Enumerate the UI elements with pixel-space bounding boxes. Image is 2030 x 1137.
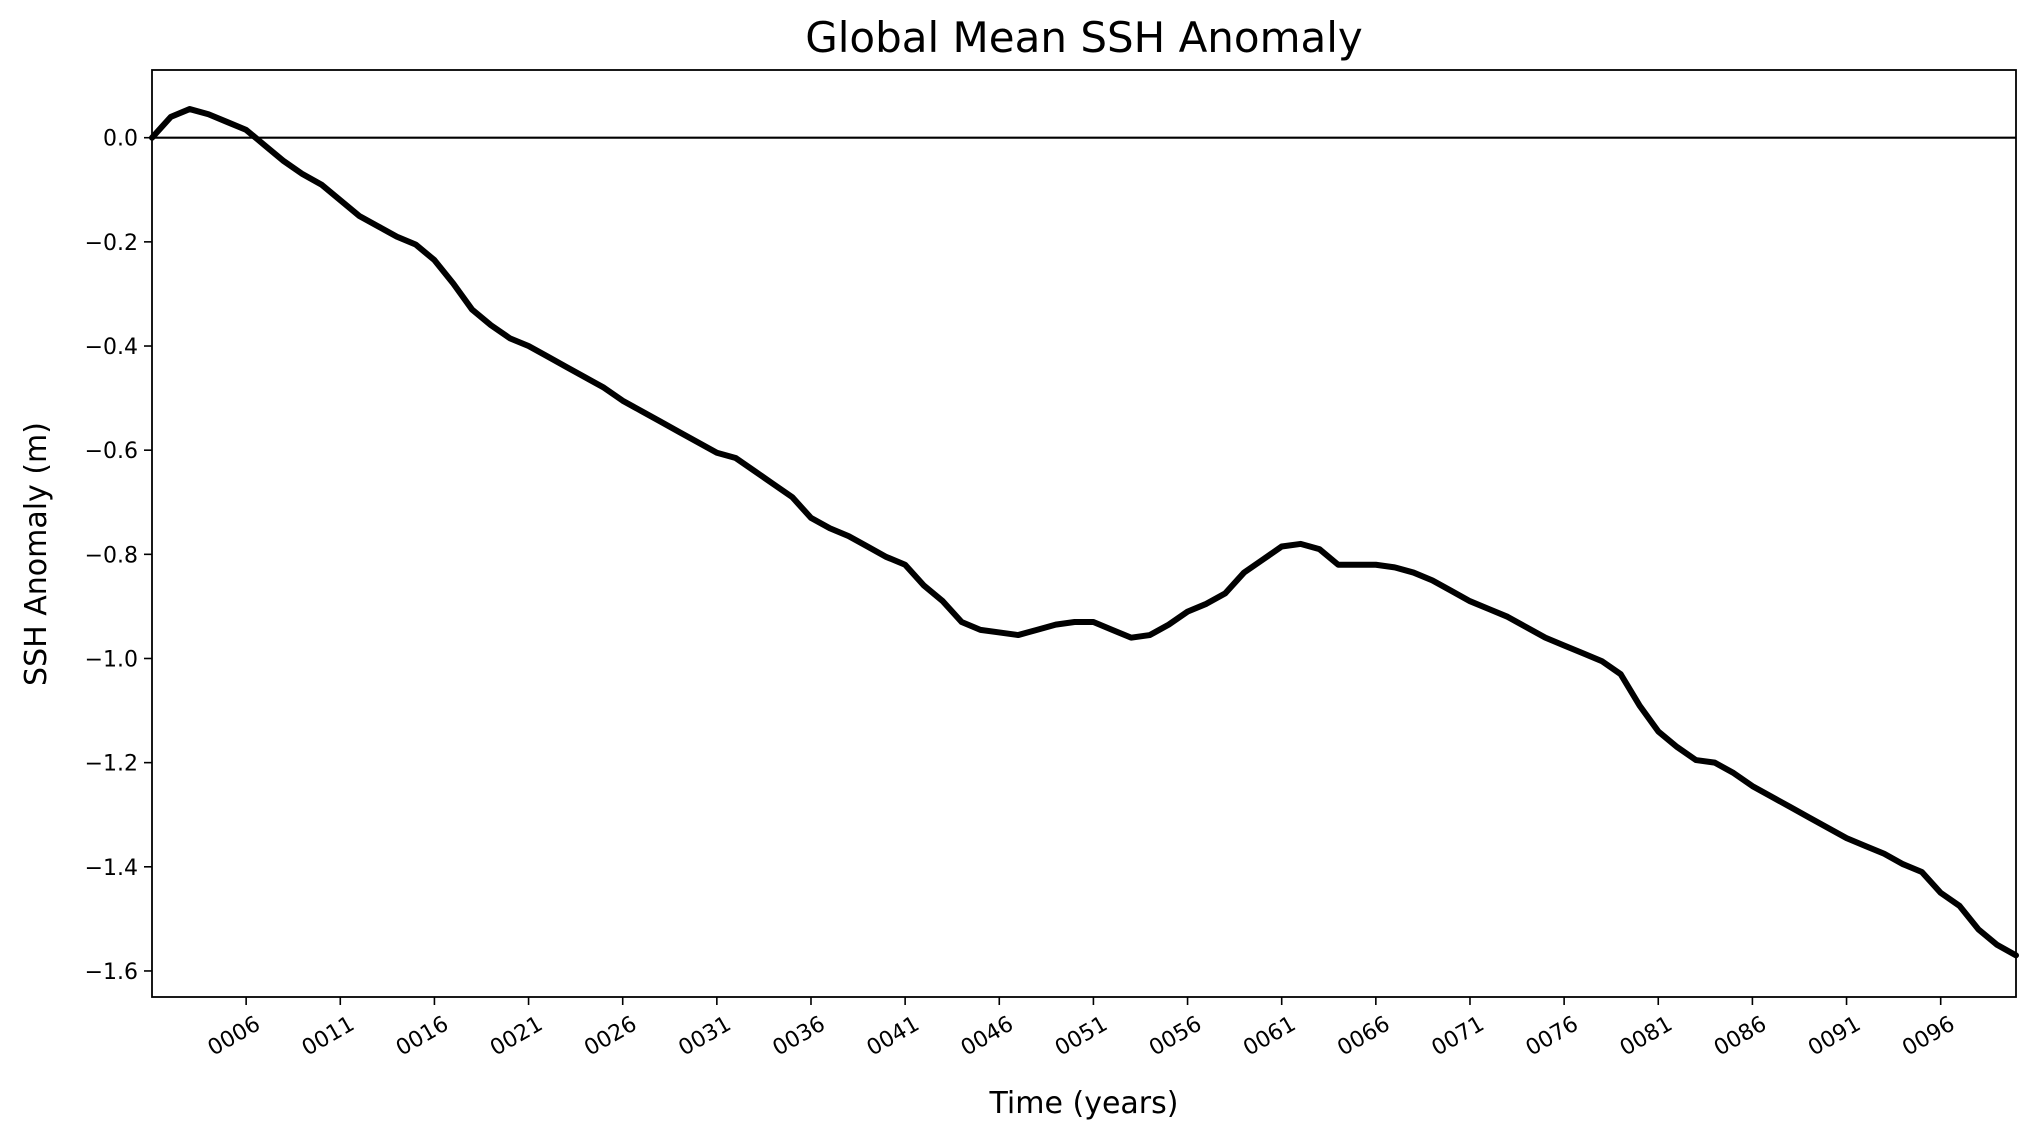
- y-tick-label: −1.2: [85, 752, 138, 777]
- y-tick-label: −0.2: [85, 231, 138, 256]
- y-axis-label: SSH Anomaly (m): [19, 422, 54, 686]
- y-tick-label: −0.8: [85, 543, 138, 568]
- chart-title: Global Mean SSH Anomaly: [805, 13, 1363, 62]
- y-tick-label: −1.0: [85, 647, 138, 672]
- x-axis-label: Time (years): [989, 1086, 1179, 1121]
- y-tick-label: −1.4: [85, 856, 138, 881]
- y-tick-label: 0.0: [103, 127, 138, 152]
- y-tick-label: −0.4: [85, 335, 138, 360]
- y-tick-label: −0.6: [85, 439, 138, 464]
- y-tick-label: −1.6: [85, 960, 138, 985]
- series-line-0: [149, 106, 2019, 959]
- axes-frame: [151, 69, 2017, 998]
